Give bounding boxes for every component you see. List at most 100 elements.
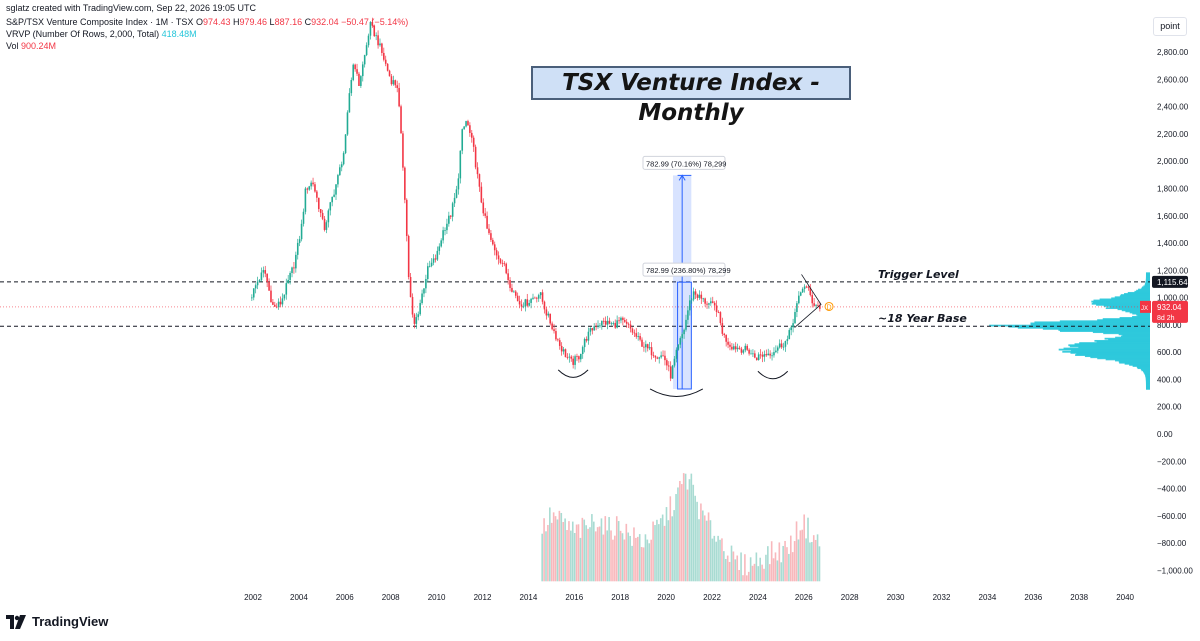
candle-body xyxy=(470,132,473,138)
candle-body xyxy=(721,323,724,334)
candle-body xyxy=(681,334,683,339)
volume-bar xyxy=(554,516,557,582)
y-tick-label: −1,000.00 xyxy=(1157,566,1193,575)
candle-body xyxy=(392,80,395,85)
candle-body xyxy=(463,126,465,130)
profile-bar xyxy=(1136,366,1150,368)
candle-body xyxy=(610,323,613,325)
candle-body xyxy=(340,164,343,168)
candle-body xyxy=(794,312,796,324)
candle-body xyxy=(511,287,513,292)
profile-bar xyxy=(1145,374,1150,377)
candle-body xyxy=(629,324,632,329)
candle-body xyxy=(369,21,372,36)
candle-body xyxy=(719,312,722,324)
candle-body xyxy=(555,331,557,340)
volume-bar xyxy=(765,554,767,582)
y-tick-label: 200.00 xyxy=(1157,403,1182,412)
volume-bar xyxy=(658,524,660,582)
profile-bar xyxy=(1091,302,1150,305)
candle-body xyxy=(507,273,509,281)
profile-bar xyxy=(1114,296,1150,299)
profile-bar xyxy=(1092,331,1150,334)
candle-body xyxy=(580,353,582,360)
base-arc xyxy=(557,369,589,378)
volume-bar xyxy=(545,531,547,582)
y-tick-label: 400.00 xyxy=(1157,375,1182,384)
profile-bar xyxy=(1145,273,1150,276)
base-arc xyxy=(649,388,704,397)
trigger-price-badge xyxy=(1152,275,1188,288)
symbol-legend[interactable]: S&P/TSX Venture Composite Index · 1M · T… xyxy=(6,17,408,28)
candle-body xyxy=(388,70,391,77)
candle-body xyxy=(413,314,416,324)
volume-bar xyxy=(543,518,545,582)
y-tick-label: 2,200.00 xyxy=(1157,130,1189,139)
profile-bar xyxy=(1091,300,1150,303)
candle-body xyxy=(566,357,569,358)
profile-bar xyxy=(1145,278,1150,281)
volume-bar xyxy=(654,525,656,582)
candle-body xyxy=(748,349,750,354)
profile-bar xyxy=(1063,347,1150,350)
candle-body xyxy=(568,356,571,358)
volume-bar xyxy=(776,560,779,582)
profile-bar xyxy=(1103,332,1150,335)
tradingview-icon xyxy=(6,614,26,629)
profile-bar xyxy=(1092,301,1150,304)
profile-bar xyxy=(1097,319,1150,322)
volume-bar xyxy=(585,525,587,582)
candle-body xyxy=(461,129,464,151)
low-value: 887.16 xyxy=(274,17,303,27)
candle-body xyxy=(562,349,565,352)
candle-body xyxy=(329,202,332,211)
candle-body xyxy=(346,112,349,135)
profile-bar xyxy=(1075,354,1150,356)
candle-body xyxy=(702,298,705,300)
candle-body xyxy=(652,355,655,356)
candle-body xyxy=(302,211,305,224)
candle-body xyxy=(310,182,312,187)
volume-bar xyxy=(547,524,549,582)
x-tick-label: 2040 xyxy=(1116,593,1134,602)
x-axis: 2002 2004 2006 2008 2010 2012 2014 2016 2018 2020… xyxy=(244,593,1134,602)
volume-bar xyxy=(753,563,756,582)
volume-bar xyxy=(692,484,695,582)
candle-body xyxy=(455,189,458,198)
candle-body xyxy=(501,262,504,264)
profile-bar xyxy=(1143,370,1150,373)
candle-body xyxy=(354,64,356,70)
candle-body xyxy=(293,267,295,269)
candle-body xyxy=(446,223,448,231)
profile-bar xyxy=(1145,378,1150,380)
vrvp-legend[interactable]: VRVP (Number Of Rows, 2,000, Total) 418.… xyxy=(6,29,197,40)
volume-bar xyxy=(570,530,572,582)
candle-body xyxy=(283,294,286,299)
volume-bar xyxy=(560,512,563,582)
candle-body xyxy=(423,288,425,294)
volume-bar xyxy=(799,530,802,582)
candle-body xyxy=(325,222,328,230)
profile-bar xyxy=(989,324,1150,327)
candle-body xyxy=(251,297,253,299)
unit-button[interactable]: point xyxy=(1153,17,1187,36)
candle-body xyxy=(811,295,814,304)
candle-body xyxy=(415,317,418,324)
profile-bar xyxy=(1119,295,1150,298)
candle-body xyxy=(478,174,481,187)
candle-body xyxy=(645,344,647,348)
x-tick-label: 2036 xyxy=(1024,593,1042,602)
candle-body xyxy=(671,365,674,379)
candle-body xyxy=(493,244,496,251)
measure-inner-box xyxy=(677,281,692,390)
candle-body xyxy=(421,293,423,304)
candle-body xyxy=(759,354,762,356)
profile-bar xyxy=(1099,298,1150,301)
candle-body xyxy=(430,262,433,266)
x-tick-label: 2024 xyxy=(749,593,767,602)
profile-bar xyxy=(1145,379,1150,382)
vol-legend[interactable]: Vol 900.24M xyxy=(6,41,56,52)
y-tick-label: −400.00 xyxy=(1157,485,1187,494)
candle-body xyxy=(256,281,259,286)
